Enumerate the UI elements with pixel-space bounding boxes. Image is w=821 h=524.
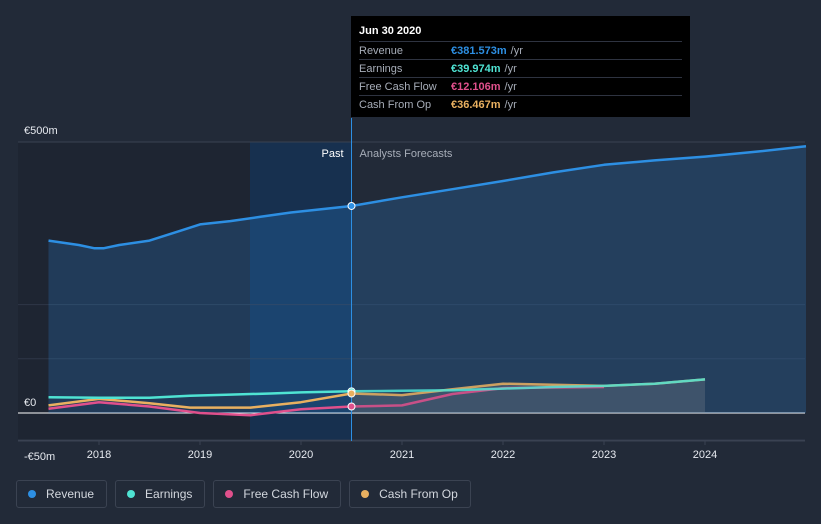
cash-from-op-marker (347, 389, 356, 398)
legend-dot-icon (361, 490, 370, 498)
earnings-line-past (48, 390, 352, 400)
revenue-marker (347, 201, 356, 210)
free-cash-flow-marker (347, 402, 356, 411)
legend-dot-icon (225, 490, 234, 498)
tooltip-date: Jun 30 2020 (359, 25, 422, 37)
x-tick-label: 2020 (289, 449, 313, 461)
tooltip-unit: /yr (504, 80, 517, 93)
revenue-area (48, 146, 806, 414)
tooltip-label: Free Cash Flow (359, 80, 437, 93)
forecast-label: Analysts Forecasts (360, 148, 453, 160)
cash-forecast-area (351, 379, 705, 413)
revenue-line-past (48, 204, 352, 250)
tooltip-row-free-cash-flow: Free Cash Flow €12.106m /yr (359, 77, 682, 95)
tooltip-value: €12.106m (451, 80, 501, 93)
earnings-line-forecast (351, 378, 706, 393)
tooltip-label: Revenue (359, 44, 404, 57)
x-tick-label: 2024 (693, 449, 717, 461)
y-tick-label: €0 (24, 397, 36, 409)
revenue-line-forecast (351, 145, 807, 208)
past-label: Past (321, 148, 343, 160)
y-tick-label: €500m (24, 125, 58, 137)
x-tick-label: 2018 (87, 449, 111, 461)
tooltip-value: €36.467m (451, 98, 501, 111)
x-tick-label: 2021 (390, 449, 414, 461)
free-cash-flow-line-past (48, 400, 352, 417)
tooltip-label: Cash From Op (359, 98, 432, 111)
past-shade-band (18, 142, 250, 441)
chart-canvas: €500m €0 -€50m 2018 2019 2020 2021 2022 2023 2024… (18, 118, 807, 463)
x-tick-label: 2022 (491, 449, 515, 461)
tooltip-unit: /yr (510, 44, 523, 57)
legend-item-free-cash-flow[interactable]: Free Cash Flow (213, 480, 342, 508)
tooltip-value: €381.573m (451, 44, 507, 57)
tooltip-row-revenue: Revenue €381.573m /yr (359, 41, 682, 59)
x-tick-label: 2019 (188, 449, 212, 461)
tooltip-label: Earnings (359, 62, 403, 75)
y-tick-label: -€50m (24, 451, 55, 463)
legend-item-cash-from-op[interactable]: Cash From Op (349, 480, 471, 508)
tooltip-row-earnings: Earnings €39.974m /yr (359, 59, 682, 77)
legend-label: Free Cash Flow (243, 487, 329, 501)
legend-dot-icon (28, 490, 36, 498)
legend-dot-icon (127, 490, 136, 498)
tooltip-unit: /yr (504, 98, 517, 111)
legend-label: Cash From Op (379, 487, 458, 501)
tooltip-row-cash-from-op: Cash From Op €36.467m /yr (359, 95, 682, 113)
legend-label: Earnings (145, 487, 193, 501)
legend-item-revenue[interactable]: Revenue (16, 480, 108, 508)
legend-item-earnings[interactable]: Earnings (115, 480, 206, 508)
x-tick-label: 2023 (592, 449, 616, 461)
hover-tooltip: Jun 30 2020 Revenue €381.573m /yr Earnin… (351, 16, 690, 117)
chart-legend: Revenue Earnings Free Cash Flow Cash Fro… (16, 480, 471, 508)
tooltip-value: €39.974m (451, 62, 501, 75)
tooltip-unit: /yr (504, 62, 517, 75)
legend-label: Revenue (46, 487, 95, 501)
